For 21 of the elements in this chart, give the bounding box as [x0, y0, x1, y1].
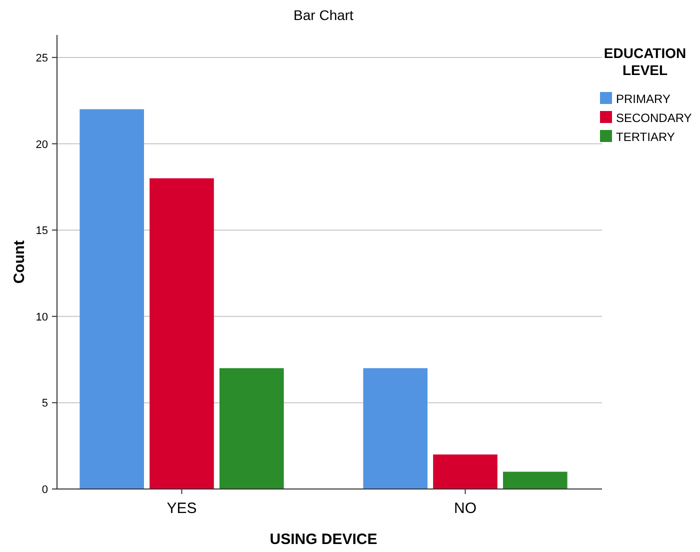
bar: [219, 368, 284, 489]
y-tick-label: 20: [36, 138, 48, 151]
x-axis-title: USING DEVICE: [270, 531, 378, 548]
legend-label: PRIMARY: [616, 92, 670, 106]
y-axis-title: Count: [11, 240, 28, 284]
x-tick-label: NO: [454, 500, 477, 517]
y-tick-label: 25: [36, 52, 48, 64]
y-tick-label: 5: [42, 398, 48, 410]
bar: [503, 472, 568, 489]
bar: [433, 454, 498, 489]
legend-label: SECONDARY: [616, 111, 692, 125]
y-tick-label: 0: [42, 484, 48, 496]
bar: [80, 109, 144, 489]
chart-title: Bar Chart: [294, 7, 354, 23]
y-tick-label: 15: [36, 225, 48, 238]
x-tick-label: YES: [166, 500, 197, 517]
bar: [363, 368, 428, 489]
y-tick-label: 10: [36, 311, 48, 324]
legend-title: EDUCATION LEVEL: [604, 45, 686, 78]
legend-label: TERTIARY: [616, 130, 675, 144]
bar: [150, 178, 214, 489]
